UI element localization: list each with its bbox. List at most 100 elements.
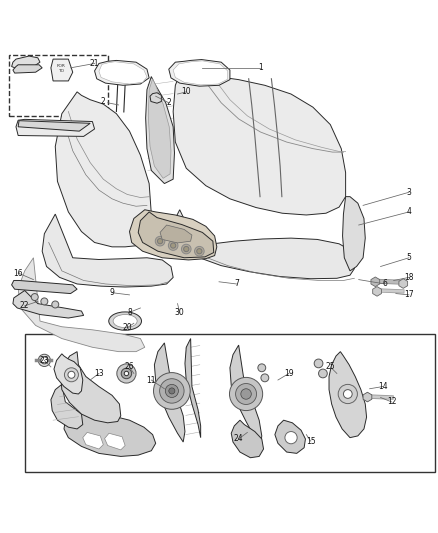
Bar <box>25 334 435 472</box>
Polygon shape <box>95 60 149 85</box>
Polygon shape <box>146 77 174 183</box>
Text: 10: 10 <box>181 87 191 96</box>
Polygon shape <box>64 408 155 456</box>
Polygon shape <box>138 212 214 258</box>
Text: 19: 19 <box>284 369 293 378</box>
Polygon shape <box>160 225 192 243</box>
Text: 12: 12 <box>387 397 396 406</box>
Circle shape <box>194 246 204 256</box>
Circle shape <box>338 384 357 403</box>
Polygon shape <box>16 119 95 136</box>
Circle shape <box>318 369 327 378</box>
Polygon shape <box>51 384 83 429</box>
Text: 7: 7 <box>234 279 239 288</box>
Text: 14: 14 <box>378 382 388 391</box>
Polygon shape <box>12 280 77 294</box>
Text: 1: 1 <box>258 63 263 72</box>
Polygon shape <box>13 65 42 73</box>
Circle shape <box>41 357 48 364</box>
Polygon shape <box>13 290 84 318</box>
Circle shape <box>157 239 162 244</box>
Polygon shape <box>185 338 201 438</box>
Polygon shape <box>175 210 354 279</box>
Text: 2: 2 <box>101 97 106 106</box>
Circle shape <box>170 243 176 248</box>
Ellipse shape <box>109 312 141 330</box>
Circle shape <box>38 354 50 367</box>
Polygon shape <box>148 79 171 179</box>
Polygon shape <box>371 277 380 287</box>
Circle shape <box>117 364 136 383</box>
Polygon shape <box>230 345 262 446</box>
Polygon shape <box>231 420 264 458</box>
Text: 13: 13 <box>94 369 104 378</box>
Circle shape <box>184 246 189 252</box>
Polygon shape <box>150 93 161 103</box>
Circle shape <box>41 298 48 305</box>
Polygon shape <box>343 197 365 271</box>
Circle shape <box>31 294 38 301</box>
Polygon shape <box>363 392 372 402</box>
Text: 15: 15 <box>306 437 315 446</box>
Circle shape <box>168 241 178 251</box>
Circle shape <box>261 374 269 382</box>
Text: FOR
TO: FOR TO <box>57 64 65 73</box>
Circle shape <box>230 377 263 410</box>
Polygon shape <box>373 287 381 296</box>
Polygon shape <box>51 59 73 81</box>
Circle shape <box>153 373 190 409</box>
Circle shape <box>121 368 132 379</box>
Text: 24: 24 <box>234 434 244 443</box>
Circle shape <box>68 372 75 378</box>
Circle shape <box>197 248 202 254</box>
Polygon shape <box>61 352 121 423</box>
Polygon shape <box>275 420 305 454</box>
Text: 30: 30 <box>175 308 184 317</box>
Circle shape <box>241 389 251 399</box>
Polygon shape <box>399 279 408 288</box>
Polygon shape <box>83 432 103 449</box>
Bar <box>10 55 108 116</box>
Polygon shape <box>55 92 151 247</box>
Text: 23: 23 <box>39 356 49 365</box>
Text: 18: 18 <box>404 273 413 282</box>
Polygon shape <box>18 120 90 131</box>
Circle shape <box>236 384 257 405</box>
Circle shape <box>343 390 352 398</box>
Polygon shape <box>329 352 367 438</box>
Text: 11: 11 <box>147 376 156 384</box>
Circle shape <box>155 236 165 246</box>
Polygon shape <box>130 210 217 260</box>
Circle shape <box>165 384 178 398</box>
Text: 22: 22 <box>20 301 29 310</box>
Polygon shape <box>169 60 230 86</box>
Circle shape <box>314 359 323 368</box>
Polygon shape <box>173 61 228 85</box>
Polygon shape <box>173 75 346 215</box>
Polygon shape <box>42 214 173 287</box>
Ellipse shape <box>113 314 137 328</box>
Polygon shape <box>12 56 40 69</box>
Polygon shape <box>154 343 185 442</box>
Circle shape <box>169 388 175 394</box>
Polygon shape <box>105 433 125 450</box>
Polygon shape <box>18 258 145 352</box>
Circle shape <box>124 372 129 376</box>
Text: 8: 8 <box>127 308 132 317</box>
Text: 5: 5 <box>406 253 411 262</box>
Text: 16: 16 <box>13 269 23 278</box>
Text: 2: 2 <box>166 98 171 107</box>
Circle shape <box>64 368 78 382</box>
Circle shape <box>52 301 59 308</box>
Text: 20: 20 <box>123 323 132 332</box>
Circle shape <box>159 379 184 403</box>
Circle shape <box>181 244 191 254</box>
Text: 17: 17 <box>404 290 414 300</box>
Text: 21: 21 <box>90 59 99 68</box>
Polygon shape <box>54 354 83 394</box>
Circle shape <box>285 432 297 444</box>
Text: 25: 25 <box>325 362 335 372</box>
Circle shape <box>258 364 266 372</box>
Text: 6: 6 <box>382 279 387 288</box>
Polygon shape <box>99 62 147 84</box>
